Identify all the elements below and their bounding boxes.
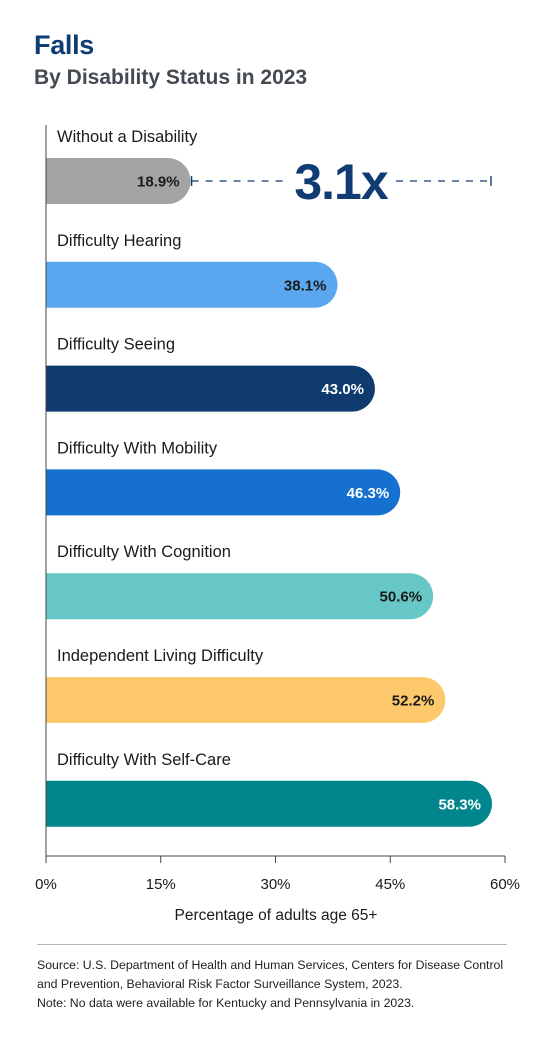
value-label: 43.0% — [321, 381, 364, 398]
category-label: Independent Living Difficulty — [57, 647, 264, 665]
value-label: 38.1% — [284, 277, 327, 294]
bar — [46, 677, 446, 723]
x-tick-label: 15% — [146, 876, 176, 893]
value-label: 46.3% — [347, 485, 390, 502]
value-label: 58.3% — [438, 796, 481, 813]
bar — [46, 261, 338, 308]
ratio-annotation: 3.1x — [190, 154, 492, 210]
footer-divider — [37, 944, 507, 945]
bars-layer: Without a Disability 18.9% Difficulty Hear… — [46, 128, 492, 827]
chart-title: Falls — [34, 30, 95, 60]
x-tick-label: 45% — [375, 876, 405, 893]
ratio-label: 3.1x — [294, 154, 389, 210]
footer-notes: Source: U.S. Department of Health and Hu… — [37, 956, 517, 1013]
value-label: 50.6% — [380, 589, 423, 606]
bar — [46, 365, 375, 412]
value-label: 52.2% — [392, 693, 435, 710]
category-label: Without a Disability — [57, 128, 198, 146]
value-label: 18.9% — [137, 174, 180, 191]
x-axis: 0% 15% 30% 45% 60% Percentage of adults age 6… — [35, 125, 520, 924]
bar — [46, 158, 191, 204]
category-label: Difficulty Hearing — [57, 232, 181, 250]
category-label: Difficulty Seeing — [57, 336, 175, 354]
category-label: Difficulty With Self-Care — [57, 751, 231, 769]
bar — [46, 469, 401, 516]
bar-chart: Without a Disability 18.9% Difficulty Hear… — [35, 125, 520, 924]
note-text: Note: No data were available for Kentuck… — [37, 996, 415, 1010]
x-tick-label: 30% — [260, 876, 290, 893]
x-axis-title: Percentage of adults age 65+ — [175, 907, 378, 924]
x-tick-label: 60% — [490, 876, 520, 893]
bar — [46, 780, 492, 827]
category-label: Difficulty With Mobility — [57, 439, 218, 457]
x-tick-label: 0% — [35, 876, 57, 893]
bar — [46, 573, 434, 620]
category-label: Difficulty With Cognition — [57, 543, 231, 561]
source-text: Source: U.S. Department of Health and Hu… — [37, 958, 504, 991]
chart-subtitle: By Disability Status in 2023 — [34, 66, 308, 89]
